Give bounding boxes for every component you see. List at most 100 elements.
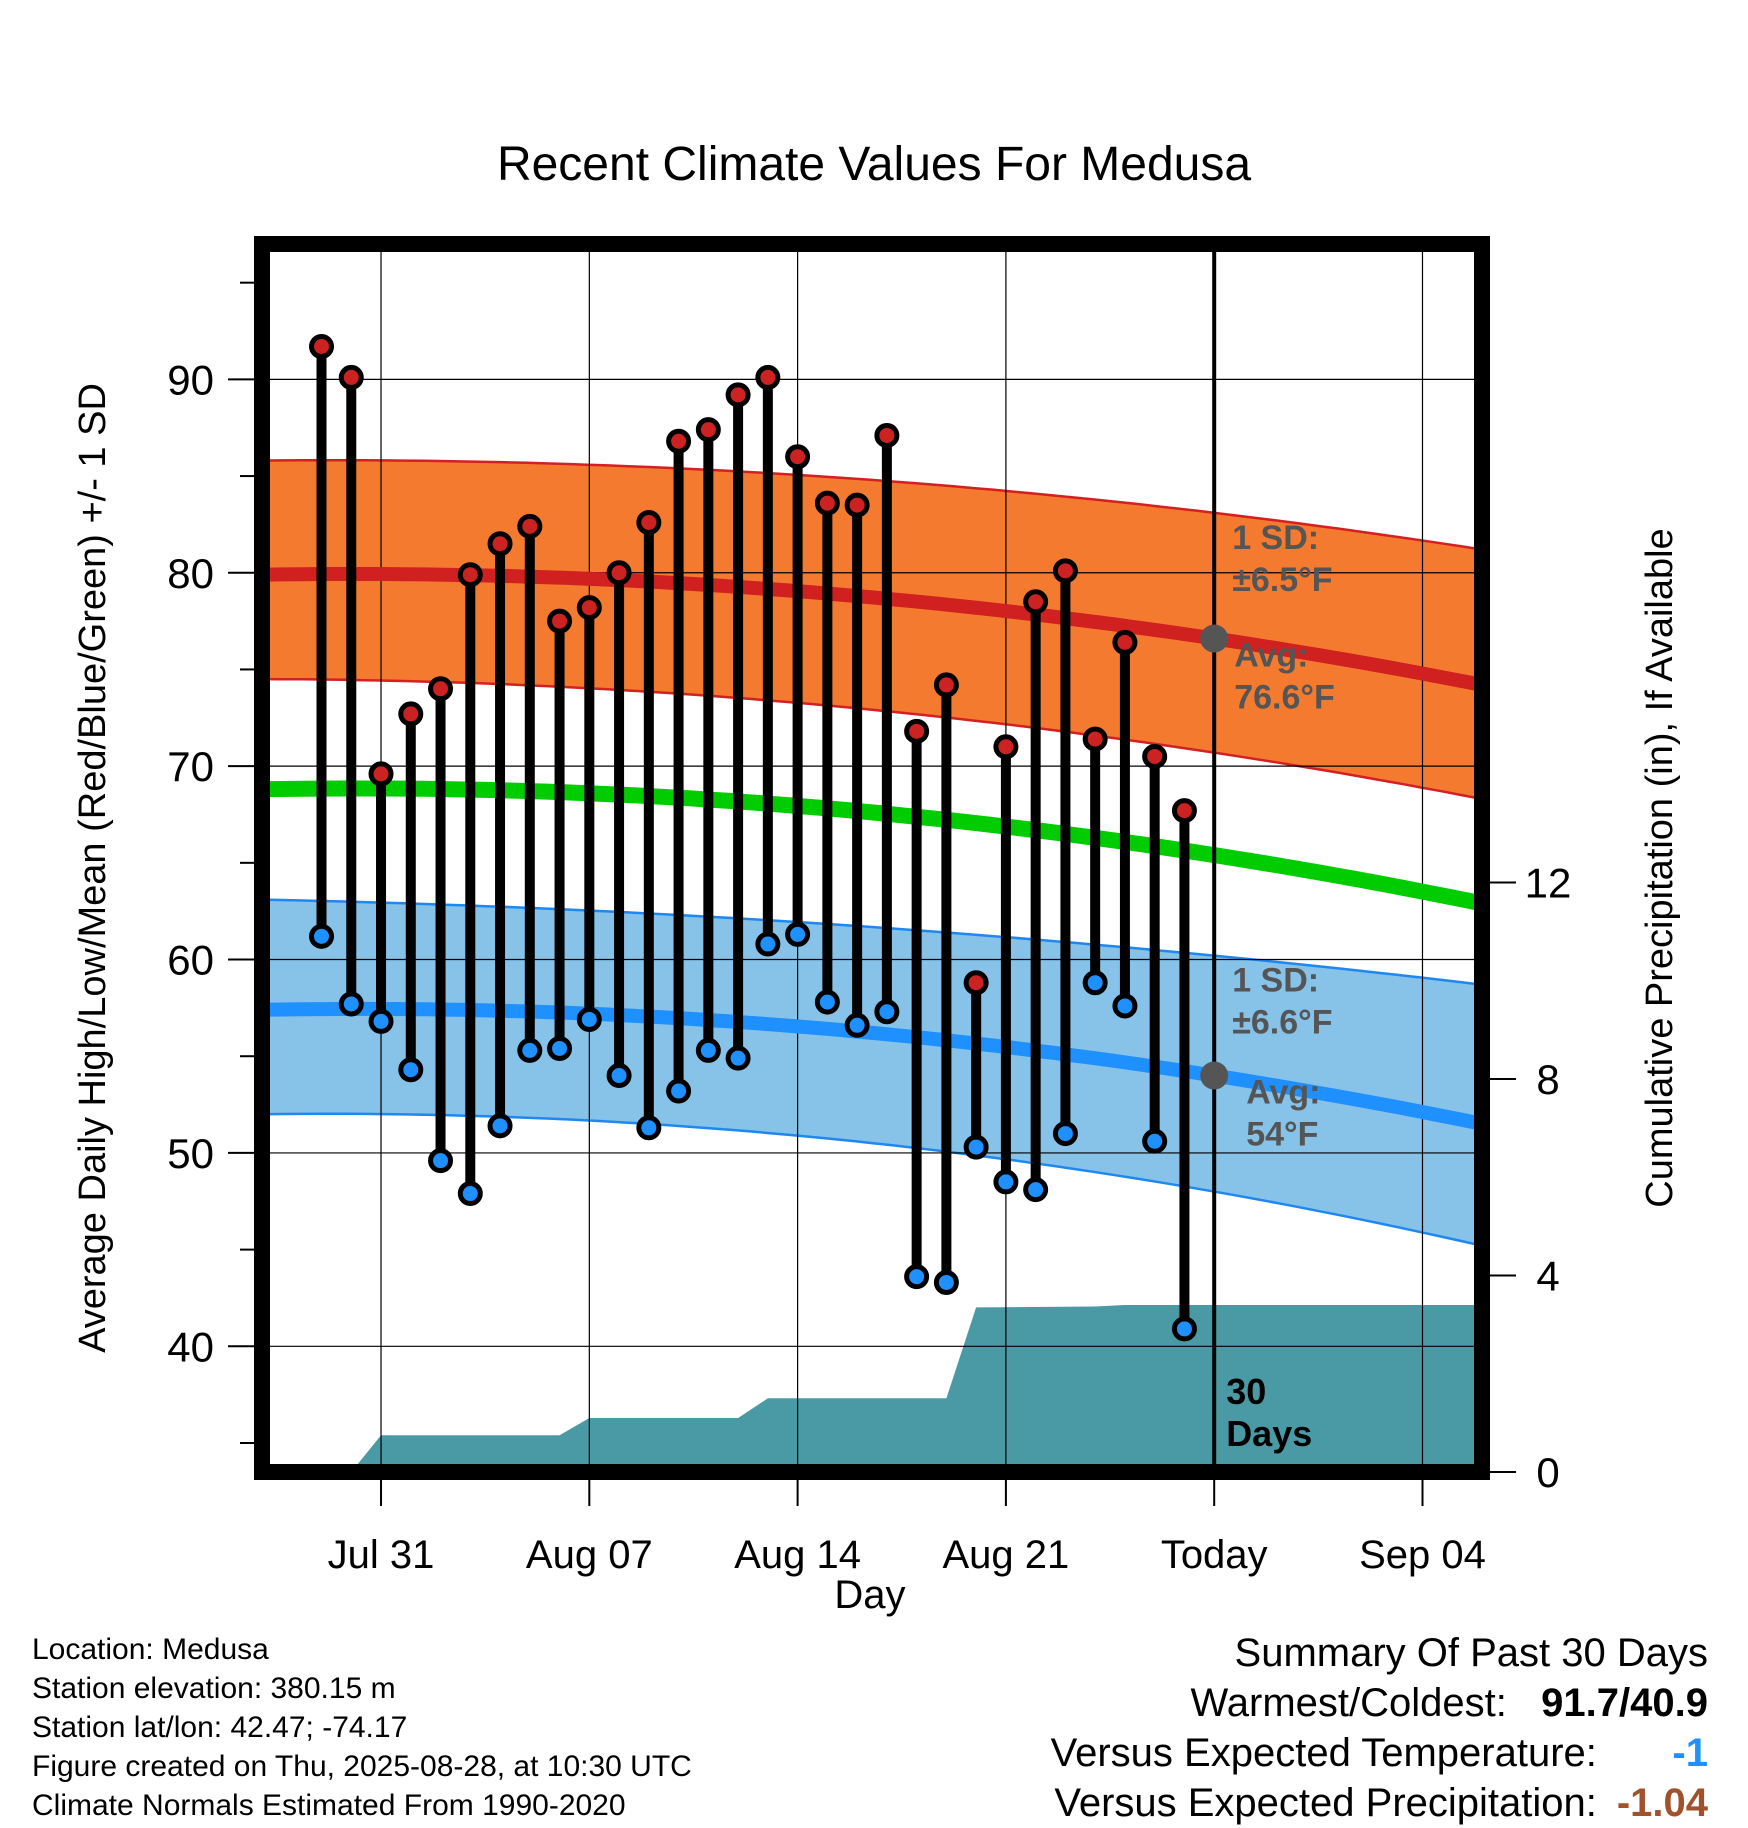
y-tick-label: 40: [167, 1323, 214, 1370]
high-point: [933, 672, 959, 698]
x-tick-label: Jul 31: [328, 1533, 435, 1577]
high-sd-value: ±6.5°F: [1232, 561, 1332, 599]
low-point: [963, 1134, 989, 1160]
high-point: [993, 734, 1019, 760]
y-right-tick-label: 4: [1536, 1253, 1559, 1300]
y-tick-label: 90: [167, 356, 214, 403]
x-tick-label: Aug 14: [734, 1533, 861, 1577]
low-sd-value: ±6.6°F: [1232, 1004, 1332, 1042]
low-point: [993, 1169, 1019, 1195]
low-point: [1142, 1128, 1168, 1154]
high-point: [576, 595, 602, 621]
latlon-text: Station lat/lon: 42.47; -74.17: [32, 1711, 408, 1744]
x-tick-label: Aug 21: [943, 1533, 1070, 1577]
low-point: [814, 989, 840, 1015]
low-point: [398, 1057, 424, 1083]
y-tick-label: 70: [167, 743, 214, 790]
high-point: [487, 531, 513, 557]
high-avg-label: Avg:: [1234, 637, 1308, 675]
high-point: [725, 382, 751, 408]
x-tick-label: Aug 07: [526, 1533, 653, 1577]
low-point: [785, 921, 811, 947]
high-point: [695, 417, 721, 443]
low-point: [309, 923, 335, 949]
summary-heading: Summary Of Past 30 Days: [1234, 1631, 1708, 1675]
x-axis-label: Day: [834, 1573, 905, 1617]
temp-label: Versus Expected Temperature:: [1050, 1731, 1597, 1775]
window-label-unit: Days: [1226, 1413, 1312, 1454]
y-axis-right-label: Cumulative Precipitation (in), If Availa…: [1639, 528, 1681, 1207]
low-sd-band: [262, 899, 1482, 1246]
daily-points: [309, 333, 1197, 1342]
normal-bands: [261, 459, 1483, 1247]
low-point: [428, 1148, 454, 1174]
low-point: [547, 1035, 573, 1061]
high-point: [636, 509, 662, 535]
high-sd-band: [262, 460, 1482, 799]
low-point: [844, 1012, 870, 1038]
precip-value: -1.04: [1616, 1781, 1708, 1825]
summary-warm-cold: Warmest/Coldest: 91.7/40.9: [1051, 1678, 1709, 1728]
low-point: [1023, 1177, 1049, 1203]
x-tick-label: Today: [1161, 1533, 1268, 1577]
high-point: [904, 718, 930, 744]
y-axis-label: Average Daily High/Low/Mean (Red/Blue/Gr…: [72, 383, 114, 1353]
elevation-text: Station elevation: 380.15 m: [32, 1672, 396, 1705]
y-tick-label: 60: [167, 937, 214, 984]
high-point: [398, 701, 424, 727]
low-point: [606, 1063, 632, 1089]
low-point: [1052, 1121, 1078, 1147]
summary-precip: Versus Expected Precipitation: -1.04: [1051, 1778, 1708, 1828]
high-point: [606, 560, 632, 586]
high-sd-upper-edge: [261, 459, 1483, 551]
axes: 40 50 60 70 80 90 0 4 8 12 Jul 31 Aug 07 Aug 14 Aug 2…: [167, 281, 1571, 1577]
low-sd-label: 1 SD:: [1232, 962, 1319, 1000]
high-point: [517, 513, 543, 539]
low-point: [368, 1008, 394, 1034]
high-point: [1023, 589, 1049, 615]
y-tick-label: 80: [167, 550, 214, 597]
high-point: [1052, 558, 1078, 584]
low-point: [457, 1181, 483, 1207]
low-point: [517, 1037, 543, 1063]
low-point: [1171, 1316, 1197, 1342]
high-point: [1171, 798, 1197, 824]
low-point: [904, 1264, 930, 1290]
high-point: [963, 970, 989, 996]
warm-cold-label: Warmest/Coldest:: [1190, 1681, 1507, 1725]
high-point: [874, 422, 900, 448]
low-point: [1112, 993, 1138, 1019]
climate-chart: Recent Climate Values For Medusa 4050607…: [72, 138, 1681, 1617]
high-avg-value: 76.6°F: [1234, 679, 1335, 717]
high-point: [368, 761, 394, 787]
low-point: [695, 1037, 721, 1063]
low-point: [666, 1078, 692, 1104]
daily-range-bars: [316, 346, 1190, 1329]
summary-panel: Summary Of Past 30 Days Warmest/Coldest:…: [1051, 1628, 1708, 1828]
created-text: Figure created on Thu, 2025-08-28, at 10…: [32, 1750, 692, 1783]
x-tick-label: Sep 04: [1359, 1533, 1486, 1577]
low-point: [636, 1115, 662, 1141]
high-point: [814, 490, 840, 516]
chart-title: Recent Climate Values For Medusa: [497, 138, 1251, 191]
low-point: [755, 931, 781, 957]
low-point: [576, 1006, 602, 1032]
y-tick-label: 50: [167, 1130, 214, 1177]
summary-temp: Versus Expected Temperature: -1: [1051, 1728, 1708, 1778]
annotations: 1 SD: ±6.5°F Avg: 76.6°F 1 SD: ±6.6°F Avg: 54°F…: [1226, 519, 1335, 1454]
temp-value: -1: [1672, 1731, 1708, 1775]
low-point: [933, 1269, 959, 1295]
high-point: [547, 608, 573, 634]
warm-cold-value: 91.7/40.9: [1541, 1681, 1708, 1725]
high-point: [785, 444, 811, 470]
high-point: [338, 364, 364, 390]
high-point: [309, 333, 335, 359]
high-point: [457, 562, 483, 588]
y-right-tick-label: 0: [1536, 1449, 1559, 1496]
high-point: [1082, 726, 1108, 752]
high-point: [428, 676, 454, 702]
high-point: [844, 492, 870, 518]
high-point: [1142, 743, 1168, 769]
high-point: [666, 428, 692, 454]
high-avg-today-marker: [1200, 624, 1229, 653]
